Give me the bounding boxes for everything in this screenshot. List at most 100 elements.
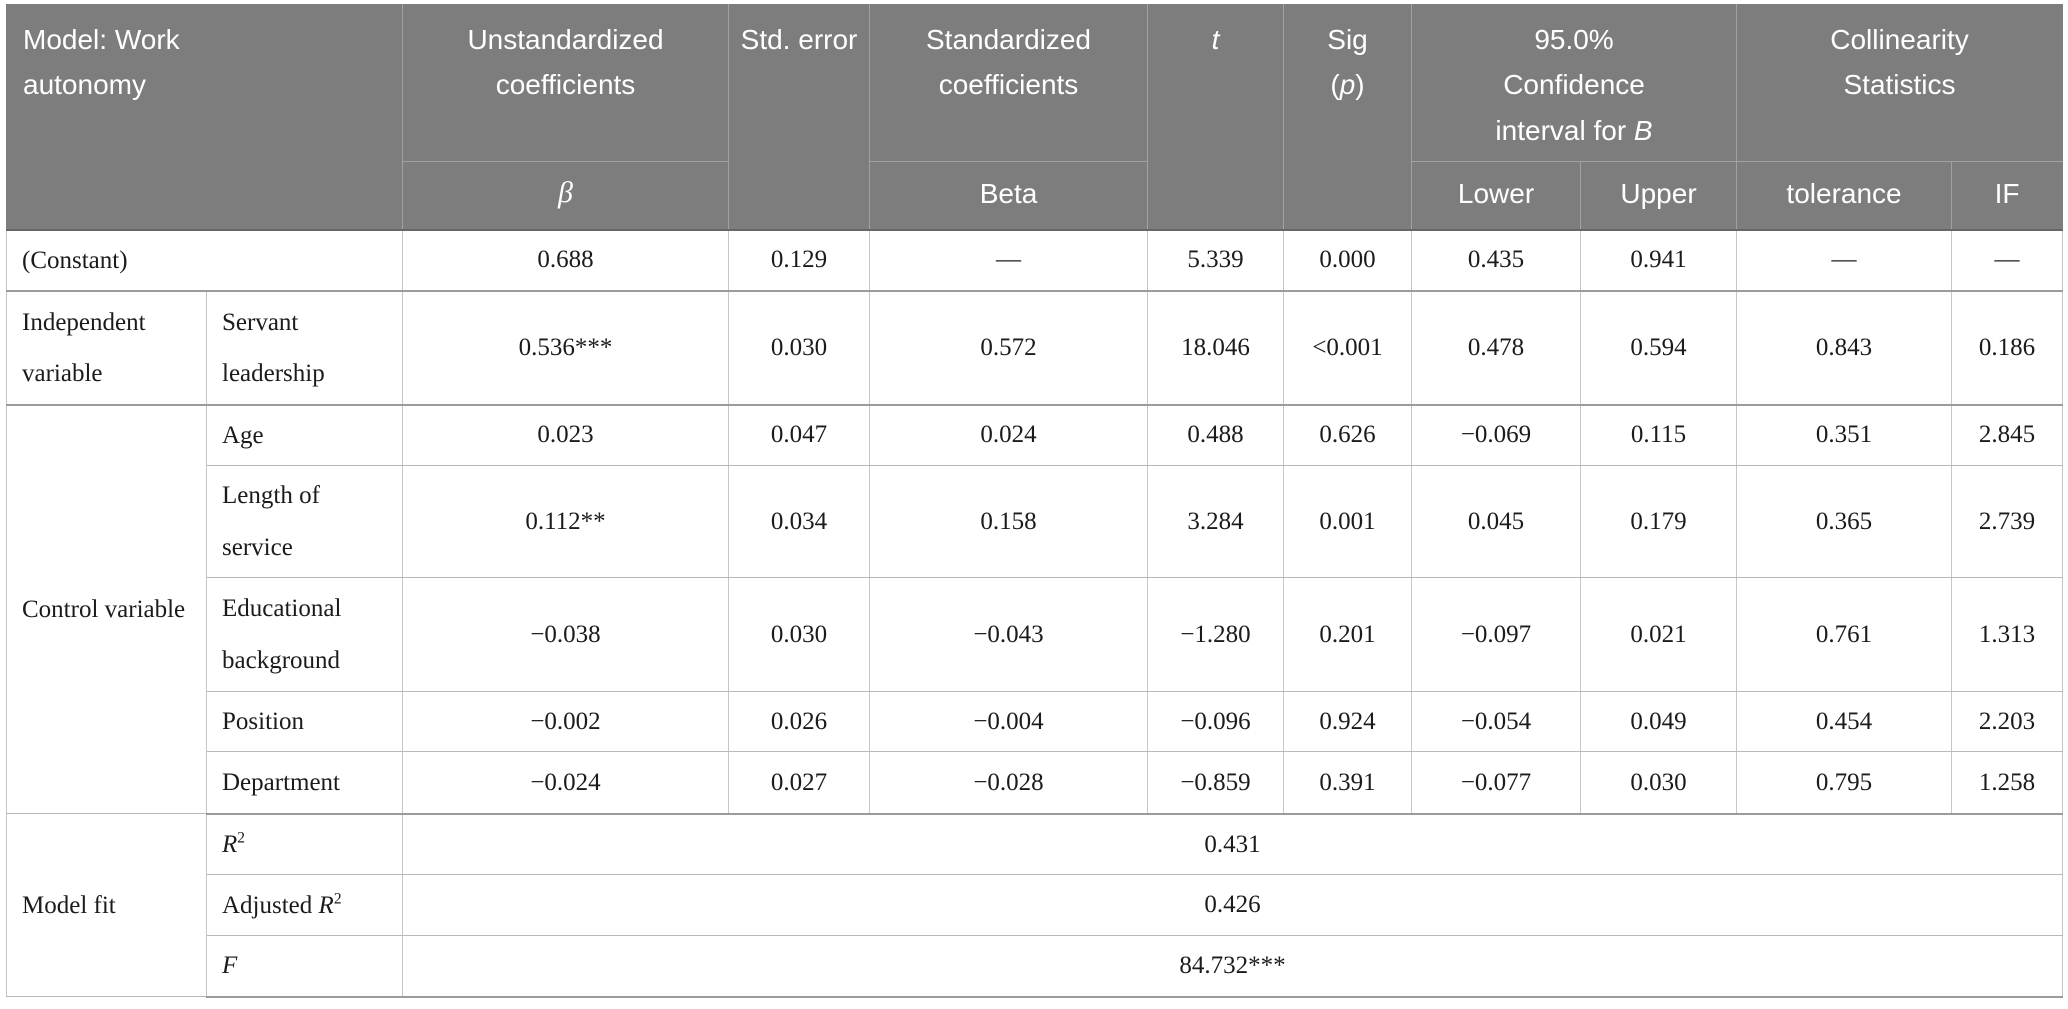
- table-row-f-statistic: F 84.732***: [7, 935, 2064, 998]
- value-cell: —: [1736, 229, 1953, 292]
- value-cell: 0.030: [1580, 751, 1738, 815]
- value-cell: 5.339: [1147, 229, 1285, 292]
- header-model-line2: autonomy: [23, 69, 146, 101]
- value-cell: 2.203: [1951, 691, 2064, 753]
- value-cell: −0.038: [402, 577, 730, 693]
- value-cell: −0.004: [869, 691, 1149, 753]
- value-cell: 0.047: [728, 404, 871, 467]
- row-label: R2: [205, 813, 404, 876]
- value-cell: 0.179: [1580, 465, 1738, 579]
- value-cell: 1.258: [1951, 751, 2064, 815]
- value-cell: −0.097: [1411, 577, 1582, 693]
- header-collinearity-statistics: Collinearity Statistics: [1736, 3, 2064, 163]
- table-row-servant-leadership: Independent variable Servant leadership …: [6, 290, 2064, 406]
- value-cell: 0.129: [728, 229, 871, 292]
- subheader-beta-coefficient: β: [402, 161, 730, 231]
- value-cell: 0.024: [869, 404, 1149, 467]
- value-cell: 0.034: [728, 465, 871, 579]
- value-cell: 0.431: [402, 813, 2064, 876]
- value-cell: −0.859: [1147, 751, 1285, 815]
- row-group-label: Independent variable: [6, 290, 207, 406]
- table-row-position: Position −0.002 0.026 −0.004 −0.096 0.92…: [7, 691, 2064, 753]
- value-cell: 3.284: [1147, 465, 1285, 579]
- table-row-age: Control variable Age 0.023 0.047 0.024 0…: [6, 404, 2064, 815]
- header-model-line1: Model: Work: [23, 24, 180, 55]
- value-cell: <0.001: [1283, 290, 1413, 406]
- header-collinearity-line1: Collinearity: [1830, 24, 1969, 55]
- table-row-adjusted-r-squared: Adjusted R2 0.426: [7, 874, 2064, 937]
- header-confidence-interval: 95.0% Confidence interval for B: [1411, 3, 1738, 163]
- value-cell: 0.594: [1580, 290, 1738, 406]
- value-cell: 0.000: [1283, 229, 1413, 292]
- value-cell: 0.426: [402, 874, 2064, 937]
- row-label: F: [205, 935, 404, 998]
- header-standardized-coefficients: Standardized coefficients: [869, 3, 1149, 163]
- value-cell: 0.761: [1736, 577, 1953, 693]
- value-cell: −1.280: [1147, 577, 1285, 693]
- value-cell: 0.391: [1283, 751, 1413, 815]
- value-cell: 0.030: [728, 577, 871, 693]
- value-cell: 0.572: [869, 290, 1149, 406]
- header-ci-b-symbol: B: [1633, 114, 1653, 146]
- value-cell: 0.023: [402, 404, 730, 467]
- value-cell: 0.186: [1951, 290, 2064, 406]
- header-ci-line3: interval for B: [1495, 114, 1653, 146]
- header-ci-line1: 95.0%: [1534, 24, 1614, 55]
- value-cell: 0.435: [1411, 229, 1582, 292]
- value-cell: 0.626: [1283, 404, 1413, 467]
- value-cell: 0.454: [1736, 691, 1953, 753]
- row-label: Age: [205, 404, 404, 467]
- value-cell: 0.941: [1580, 229, 1738, 292]
- value-cell: 2.845: [1951, 404, 2064, 467]
- table-header: Model: Work autonomy Unstandardized coef…: [5, 3, 2064, 231]
- value-cell: 0.478: [1411, 290, 1582, 406]
- table-row-department: Department −0.024 0.027 −0.028 −0.859 0.…: [7, 751, 2064, 815]
- subheader-beta: Beta: [869, 161, 1149, 231]
- row-group-label: Control variable: [6, 404, 207, 815]
- header-collinearity-line2: Statistics: [1843, 69, 1956, 101]
- value-cell: 0.488: [1147, 404, 1285, 467]
- header-ci-line2: Confidence: [1503, 69, 1645, 101]
- value-cell: 2.739: [1951, 465, 2064, 579]
- regression-table: Model: Work autonomy Unstandardized coef…: [5, 3, 2064, 998]
- value-cell: 0.027: [728, 751, 871, 815]
- row-label: (Constant): [5, 229, 404, 292]
- value-cell: 18.046: [1147, 290, 1285, 406]
- value-cell: 0.924: [1283, 691, 1413, 753]
- header-sig-line1: Sig: [1327, 24, 1368, 55]
- row-label: Educational background: [205, 577, 404, 693]
- header-sig-p-symbol: p: [1339, 69, 1356, 101]
- row-label: Department: [205, 751, 404, 815]
- row-label: Position: [205, 691, 404, 753]
- header-unstandardized-coefficients: Unstandardized coefficients: [402, 3, 730, 163]
- value-cell: −0.002: [402, 691, 730, 753]
- value-cell: −0.054: [1411, 691, 1582, 753]
- value-cell: 1.313: [1951, 577, 2064, 693]
- value-cell: −0.096: [1147, 691, 1285, 753]
- table-row-r-squared: Model fit R2 0.431: [6, 813, 2064, 998]
- value-cell: 0.030: [728, 290, 871, 406]
- row-group-label: Model fit: [6, 813, 207, 998]
- subheader-if: IF: [1951, 161, 2064, 231]
- value-cell: 0.001: [1283, 465, 1413, 579]
- value-cell: 0.201: [1283, 577, 1413, 693]
- value-cell: —: [869, 229, 1149, 292]
- value-cell: 0.365: [1736, 465, 1953, 579]
- subheader-lower: Lower: [1411, 161, 1582, 231]
- value-cell: 0.351: [1736, 404, 1953, 467]
- value-cell: 84.732***: [402, 935, 2064, 998]
- value-cell: 0.536***: [402, 290, 730, 406]
- table-body: (Constant) 0.688 0.129 — 5.339 0.000 0.4…: [5, 229, 2064, 998]
- table-row-educational-background: Educational background −0.038 0.030 −0.0…: [7, 577, 2064, 693]
- subheader-upper: Upper: [1580, 161, 1738, 231]
- value-cell: 0.843: [1736, 290, 1953, 406]
- header-model: Model: Work autonomy: [5, 3, 404, 231]
- table-row-constant: (Constant) 0.688 0.129 — 5.339 0.000 0.4…: [5, 229, 2064, 292]
- row-label: Adjusted R2: [205, 874, 404, 937]
- value-cell: −0.077: [1411, 751, 1582, 815]
- value-cell: 0.045: [1411, 465, 1582, 579]
- row-label: Length of service: [205, 465, 404, 579]
- value-cell: 0.112**: [402, 465, 730, 579]
- value-cell: 0.021: [1580, 577, 1738, 693]
